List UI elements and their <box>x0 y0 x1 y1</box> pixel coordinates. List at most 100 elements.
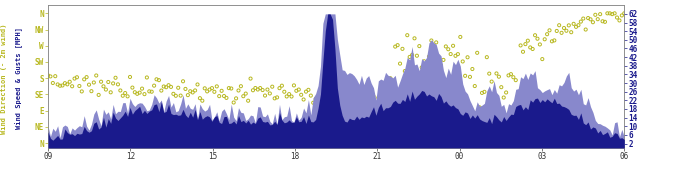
Point <box>597 20 608 23</box>
Point <box>228 101 239 104</box>
Point <box>383 80 394 83</box>
Point <box>209 90 220 93</box>
Point <box>549 39 560 42</box>
Text: Wind Speed & Gusts [MPH]: Wind Speed & Gusts [MPH] <box>15 27 23 129</box>
Point <box>327 134 338 137</box>
Point <box>206 87 217 89</box>
Point <box>163 84 174 87</box>
Point <box>571 25 582 28</box>
Point <box>194 97 205 100</box>
Point <box>486 80 497 83</box>
Point <box>76 90 87 93</box>
Point <box>558 27 569 29</box>
Point <box>272 96 283 99</box>
Point <box>527 48 538 50</box>
Point <box>185 90 196 93</box>
Point <box>561 29 572 32</box>
Point <box>313 106 324 109</box>
Point <box>373 96 384 99</box>
Point <box>43 74 54 77</box>
Point <box>407 53 418 56</box>
Point <box>491 72 502 75</box>
Point <box>462 56 473 59</box>
Point <box>286 95 297 98</box>
Point <box>226 87 237 90</box>
Point <box>240 92 251 95</box>
Point <box>474 106 485 109</box>
Point <box>230 97 241 100</box>
Point <box>178 80 189 83</box>
Point <box>259 94 270 97</box>
Point <box>69 77 80 80</box>
Point <box>197 99 208 102</box>
Point <box>482 56 493 59</box>
Point <box>488 93 499 96</box>
Point <box>530 34 541 37</box>
Point <box>600 20 611 23</box>
Point <box>332 137 343 139</box>
Point <box>402 34 413 37</box>
Point <box>55 84 66 87</box>
Point <box>455 35 466 38</box>
Point <box>609 12 620 15</box>
Point <box>592 18 603 21</box>
Point <box>161 86 172 89</box>
Point <box>71 76 82 79</box>
Point <box>243 99 254 102</box>
Point <box>606 13 617 15</box>
Point <box>84 83 95 86</box>
Point <box>214 95 225 97</box>
Point <box>385 77 396 80</box>
Point <box>510 79 521 82</box>
Point <box>79 78 90 81</box>
Point <box>324 139 335 142</box>
Point <box>496 86 507 89</box>
Point <box>224 87 235 89</box>
Point <box>602 12 613 15</box>
Point <box>503 74 514 77</box>
Point <box>283 93 294 96</box>
Point <box>320 114 331 117</box>
Point <box>50 75 61 78</box>
Point <box>255 87 265 89</box>
Point <box>515 44 526 47</box>
Point <box>175 94 186 97</box>
Point <box>192 83 203 86</box>
Point <box>556 31 567 34</box>
Point <box>418 60 429 63</box>
Point <box>458 60 469 63</box>
Point <box>151 78 162 81</box>
Point <box>238 95 249 98</box>
Point <box>380 89 391 92</box>
Point <box>361 109 372 112</box>
Point <box>180 88 191 90</box>
Point <box>57 84 68 87</box>
Point <box>525 46 536 49</box>
Point <box>235 85 246 88</box>
Point <box>130 91 141 94</box>
Point <box>590 13 601 16</box>
Point <box>464 76 475 78</box>
Point <box>115 89 126 92</box>
Point <box>469 85 480 88</box>
Point <box>544 29 555 32</box>
Point <box>399 70 410 72</box>
Point <box>281 95 292 98</box>
Point <box>563 24 574 27</box>
Point <box>119 92 130 94</box>
Point <box>368 95 379 98</box>
Point <box>127 86 138 89</box>
Point <box>144 90 155 93</box>
Point <box>245 77 256 80</box>
Point <box>170 94 181 97</box>
Point <box>279 90 289 93</box>
Point <box>604 12 615 15</box>
Point <box>187 91 198 94</box>
Point <box>404 56 415 58</box>
Point <box>257 89 268 92</box>
Point <box>154 79 165 82</box>
Point <box>587 21 598 24</box>
Point <box>582 17 593 19</box>
Point <box>219 95 230 97</box>
Point <box>173 86 184 89</box>
